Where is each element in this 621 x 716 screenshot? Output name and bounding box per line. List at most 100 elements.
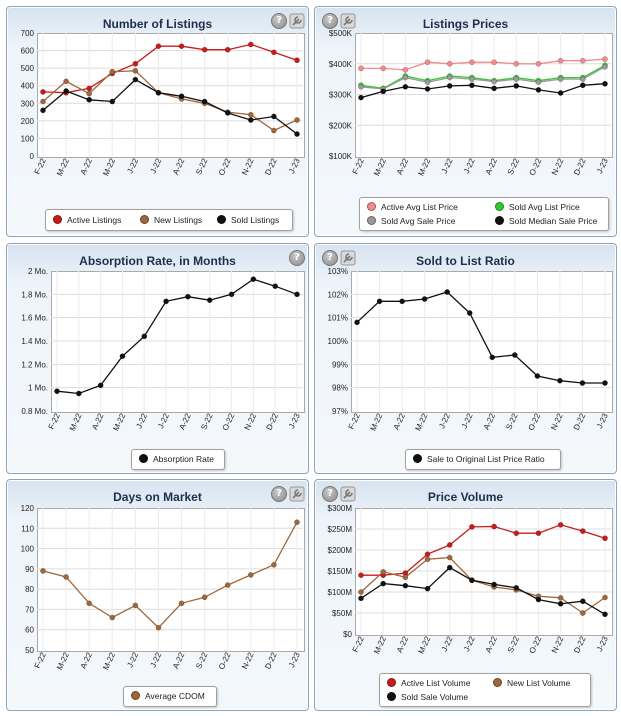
data-point[interactable] <box>40 568 46 574</box>
data-point[interactable] <box>178 43 185 50</box>
legend-item-sold-sale-volume[interactable]: Sold Sale Volume <box>387 692 468 702</box>
data-point[interactable] <box>579 528 586 534</box>
data-point[interactable] <box>97 382 104 389</box>
data-point[interactable] <box>424 59 431 66</box>
data-point[interactable] <box>602 56 608 62</box>
legend-item-sold-median-sale-price[interactable]: Sold Median Sale Price <box>495 216 597 226</box>
wrench-icon[interactable] <box>340 250 356 266</box>
data-point[interactable] <box>466 310 473 316</box>
data-point[interactable] <box>579 598 586 605</box>
data-point[interactable] <box>294 57 300 64</box>
data-point[interactable] <box>402 582 409 589</box>
data-point[interactable] <box>557 600 564 607</box>
legend-item-new-listings[interactable]: New Listings <box>140 215 202 225</box>
data-point[interactable] <box>380 580 387 587</box>
data-point[interactable] <box>109 614 116 621</box>
data-point[interactable] <box>579 610 586 616</box>
data-point[interactable] <box>402 74 409 81</box>
data-point[interactable] <box>86 85 93 92</box>
data-point[interactable] <box>446 564 453 571</box>
data-point[interactable] <box>602 535 608 542</box>
data-point[interactable] <box>513 60 520 67</box>
data-point[interactable] <box>513 530 520 537</box>
data-point[interactable] <box>228 291 235 298</box>
data-point[interactable] <box>40 107 46 114</box>
data-point[interactable] <box>491 85 497 92</box>
help-icon[interactable]: ? <box>271 13 287 29</box>
data-point[interactable] <box>294 519 300 526</box>
data-point[interactable] <box>63 574 69 580</box>
data-point[interactable] <box>513 83 520 89</box>
data-point[interactable] <box>294 131 300 137</box>
data-point[interactable] <box>491 523 497 530</box>
data-point[interactable] <box>424 556 431 563</box>
data-point[interactable] <box>579 380 586 386</box>
data-point[interactable] <box>132 67 139 74</box>
data-point[interactable] <box>247 41 254 48</box>
data-point[interactable] <box>579 82 586 89</box>
data-point[interactable] <box>602 63 608 70</box>
data-point[interactable] <box>491 78 497 85</box>
data-point[interactable] <box>602 80 608 87</box>
data-point[interactable] <box>424 86 431 92</box>
data-point[interactable] <box>535 60 542 67</box>
data-point[interactable] <box>86 90 93 97</box>
help-icon[interactable]: ? <box>322 250 338 266</box>
data-point[interactable] <box>155 624 162 631</box>
legend-item-new-list-volume[interactable]: New List Volume <box>493 678 570 688</box>
data-point[interactable] <box>163 298 169 305</box>
data-point[interactable] <box>491 581 497 588</box>
data-point[interactable] <box>380 568 387 575</box>
legend-item-average-cdom[interactable]: Average CDOM <box>131 691 205 701</box>
data-point[interactable] <box>247 117 254 123</box>
data-point[interactable] <box>380 65 387 72</box>
data-point[interactable] <box>132 60 139 67</box>
data-point[interactable] <box>602 380 608 386</box>
data-point[interactable] <box>86 600 93 607</box>
data-point[interactable] <box>421 296 428 302</box>
data-point[interactable] <box>206 297 213 304</box>
legend-item-active-avg-list-price[interactable]: Active Avg List Price <box>367 202 458 212</box>
data-point[interactable] <box>535 530 542 537</box>
data-point[interactable] <box>155 43 162 50</box>
data-point[interactable] <box>40 98 46 105</box>
data-point[interactable] <box>380 88 387 95</box>
data-point[interactable] <box>513 584 520 591</box>
data-point[interactable] <box>424 551 431 558</box>
data-point[interactable] <box>557 57 564 64</box>
wrench-icon[interactable] <box>289 486 305 502</box>
data-point[interactable] <box>446 83 453 89</box>
data-point[interactable] <box>444 289 451 295</box>
data-point[interactable] <box>224 582 231 588</box>
data-point[interactable] <box>63 88 69 94</box>
data-point[interactable] <box>86 96 93 103</box>
data-point[interactable] <box>224 46 231 53</box>
data-point[interactable] <box>557 76 564 82</box>
data-point[interactable] <box>469 59 475 66</box>
data-point[interactable] <box>109 68 116 75</box>
data-point[interactable] <box>272 283 279 290</box>
legend-item-sold-avg-sale-price[interactable]: Sold Avg Sale Price <box>367 216 456 226</box>
legend-item-absorption-rate[interactable]: Absorption Rate <box>139 454 214 464</box>
help-icon[interactable]: ? <box>322 13 338 29</box>
data-point[interactable] <box>201 594 208 601</box>
data-point[interactable] <box>511 352 518 358</box>
legend-item-sold-listings[interactable]: Sold Listings <box>217 215 279 225</box>
data-point[interactable] <box>535 87 542 93</box>
data-point[interactable] <box>185 293 191 300</box>
data-point[interactable] <box>40 89 46 95</box>
data-point[interactable] <box>358 595 364 602</box>
data-point[interactable] <box>54 388 60 395</box>
data-point[interactable] <box>424 79 431 86</box>
data-point[interactable] <box>250 276 257 283</box>
data-point[interactable] <box>446 554 453 561</box>
data-point[interactable] <box>446 542 453 548</box>
data-point[interactable] <box>557 595 564 601</box>
data-point[interactable] <box>247 111 254 118</box>
wrench-icon[interactable] <box>340 486 356 502</box>
data-point[interactable] <box>247 572 254 578</box>
legend-item-sale-to-list-ratio[interactable]: Sale to Original List Price Ratio <box>413 454 545 464</box>
data-point[interactable] <box>579 57 586 64</box>
help-icon[interactable]: ? <box>322 486 338 502</box>
data-point[interactable] <box>358 589 364 595</box>
